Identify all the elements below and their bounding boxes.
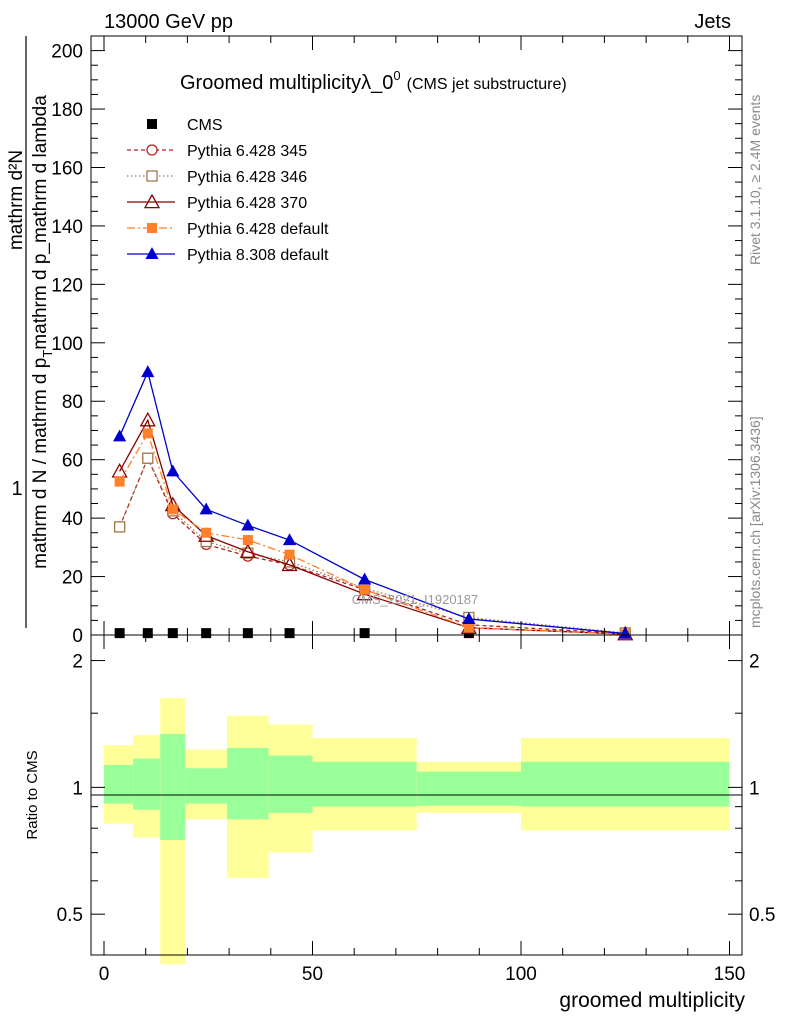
ratio-band-green-1 (133, 758, 161, 810)
data-point (281, 556, 298, 572)
ytick-label: 60 (62, 451, 83, 472)
data-point (167, 628, 178, 639)
plot-title-superscript: 0 (393, 68, 400, 83)
ratio-band-green-8 (521, 761, 730, 807)
ratio-ylabel: Ratio to CMS (24, 750, 41, 839)
data-point (242, 535, 253, 546)
data-point (282, 533, 297, 546)
data-point (142, 452, 154, 464)
mcplots-note: mcplots.cern.ch [arXiv:1306.3436] (747, 416, 763, 628)
analysis-watermark: CMS_2021_I1920187 (352, 592, 479, 607)
data-point (241, 518, 255, 531)
legend-label-0: CMS (187, 117, 223, 134)
rivet-note: Rivet 3.1.10, ≥ 2.4M events (747, 95, 763, 265)
data-point (141, 365, 155, 378)
ytick-label: 120 (51, 275, 83, 296)
ytick-label: 200 (51, 42, 83, 63)
ratio-band-green-0 (104, 765, 134, 804)
xtick-label: 100 (505, 964, 537, 985)
data-point (139, 411, 156, 427)
legend-marker-3 (143, 193, 161, 209)
ytick-label: 40 (62, 509, 83, 530)
ratio-ytick-label-right: 1 (749, 778, 760, 799)
legend-marker-2 (146, 170, 158, 182)
legend-marker-4 (147, 223, 157, 233)
ylabel-top: mathrm d²N (6, 150, 27, 250)
xtick-label: 0 (99, 964, 110, 985)
ytick-label: 140 (51, 217, 83, 238)
data-point (167, 504, 178, 515)
series-4 (114, 428, 631, 640)
data-point (166, 464, 180, 477)
xlabel: groomed multiplicity (559, 989, 745, 1012)
legend-label-2: Pythia 6.428 346 (187, 169, 307, 186)
series-1 (113, 452, 631, 640)
main-series-group (111, 365, 634, 641)
ratio-band-green-4 (227, 748, 269, 820)
data-point (142, 428, 153, 439)
data-point (359, 584, 370, 595)
ytick-label: 160 (51, 158, 83, 179)
legend-label-4: Pythia 6.428 default (187, 221, 329, 238)
legend-marker-0 (147, 119, 157, 129)
ylabel-denominator: mathrm d N / mathrm d pTmathrm d p_mathr… (30, 95, 55, 569)
ratio-band-green-7 (416, 771, 521, 806)
data-point (113, 521, 126, 533)
xtick-label: 50 (302, 964, 323, 985)
data-point (201, 628, 212, 639)
ytick-label: 20 (62, 568, 83, 589)
ytick-label: 0 (72, 626, 83, 647)
data-point (463, 622, 474, 633)
ytick-label: 180 (51, 100, 83, 121)
header-energy: 13000 GeV pp (104, 11, 233, 33)
legend-label-5: Pythia 8.308 default (187, 247, 329, 264)
header-process: Jets (694, 11, 731, 33)
series-line-4 (119, 431, 626, 635)
data-point (242, 628, 253, 639)
ratio-bands (104, 697, 730, 965)
data-point (114, 628, 125, 639)
ylabel-numerator: 1 (11, 478, 22, 500)
data-point (142, 628, 153, 639)
data-point (199, 502, 213, 515)
ratio-ytick-label-right: 2 (749, 652, 760, 673)
legend-marker-1 (146, 144, 158, 156)
data-point (358, 572, 372, 585)
xtick-label: 150 (714, 964, 746, 985)
data-point (201, 527, 212, 538)
ratio-ytick-label: 1 (72, 778, 83, 799)
ratio-ytick-label: 0.5 (57, 905, 83, 926)
ratio-band-green-5 (268, 755, 313, 813)
ytick-label: 100 (51, 334, 83, 355)
ratio-ytick-label: 2 (72, 652, 83, 673)
ytick-label: 80 (62, 392, 83, 413)
legend-marker-5 (145, 247, 159, 260)
data-point (284, 549, 295, 560)
ratio-band-green-6 (312, 761, 417, 807)
series-5 (113, 365, 632, 639)
series-2 (113, 452, 631, 639)
ratio-band-green-3 (185, 768, 228, 804)
legend-label-3: Pythia 6.428 370 (187, 195, 307, 212)
main-ylabel: 1 mathrm d²N mathrm d N / mathrm d pTmat… (6, 36, 55, 628)
ratio-ytick-label-right: 0.5 (749, 905, 775, 926)
plot-title-main: Groomed multiplicityλ_0 (180, 72, 393, 94)
legend-label-1: Pythia 6.428 345 (187, 143, 307, 160)
data-point (114, 476, 125, 487)
data-point (284, 628, 295, 639)
plot-subtitle: (CMS jet substructure) (407, 76, 567, 93)
plot-title: Groomed multiplicityλ_00 (CMS jet substru… (180, 68, 567, 94)
legend: CMS Pythia 6.428 345 Pythia 6.428 346 Pythi… (127, 117, 329, 264)
data-point (462, 612, 476, 624)
ratio-band-green-2 (160, 733, 186, 841)
series-line-3 (119, 418, 626, 635)
data-point (239, 543, 256, 558)
data-point (359, 628, 370, 639)
data-point (113, 429, 127, 442)
series-line-1 (119, 456, 626, 635)
